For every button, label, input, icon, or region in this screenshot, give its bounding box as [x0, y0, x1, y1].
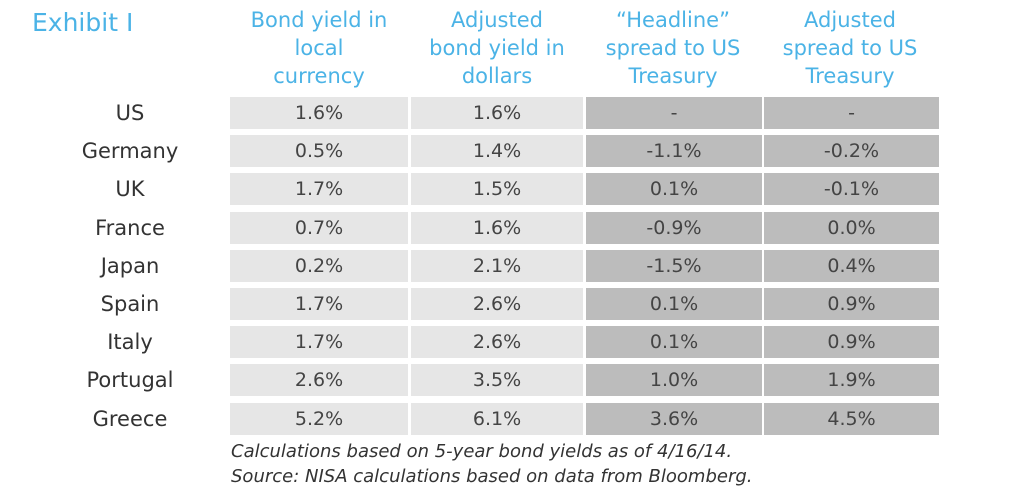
table-cell: 0.9%: [764, 326, 939, 358]
column-header-line: dollars: [461, 64, 533, 88]
table-cell: 5.2%: [230, 403, 408, 435]
table-cell: -0.2%: [764, 135, 939, 167]
table-cell: -1.5%: [586, 250, 762, 282]
table-cell: 0.1%: [586, 326, 762, 358]
column-header-local-yield: Bond yield in local currency: [230, 6, 408, 90]
column-header-line: local: [294, 36, 344, 60]
column-header-line: currency: [273, 64, 365, 88]
column-header-line: spread to US: [782, 36, 918, 60]
table-cell: 0.4%: [764, 250, 939, 282]
table-cell: -: [586, 97, 762, 129]
table-cell: -0.9%: [586, 212, 762, 244]
row-label: Portugal: [86, 368, 174, 392]
table-cell: -0.1%: [764, 173, 939, 205]
table-cell: 2.6%: [230, 364, 408, 396]
table-cell: 0.0%: [764, 212, 939, 244]
table-cell: 0.1%: [586, 173, 762, 205]
table-cell: 0.7%: [230, 212, 408, 244]
table-cell: 3.5%: [411, 364, 583, 396]
column-header-line: Bond yield in: [250, 8, 388, 32]
footnote-calculations: Calculations based on 5-year bond yields…: [231, 441, 733, 462]
row-label: Germany: [81, 139, 179, 163]
row-label: France: [95, 216, 165, 240]
table-cell: 1.6%: [230, 97, 408, 129]
table-cell: 1.9%: [764, 364, 939, 396]
column-header-line: Adjusted: [804, 8, 896, 32]
table-cell: 1.7%: [230, 288, 408, 320]
table-cell: 2.6%: [411, 288, 583, 320]
row-label: UK: [115, 177, 145, 201]
column-header-line: Adjusted: [451, 8, 543, 32]
row-label: US: [115, 101, 145, 125]
table-cell: 2.1%: [411, 250, 583, 282]
table-cell: 6.1%: [411, 403, 583, 435]
exhibit-title: Exhibit I: [32, 8, 134, 37]
table-cell: 0.2%: [230, 250, 408, 282]
table-cell: 2.6%: [411, 326, 583, 358]
table-cell: 1.6%: [411, 212, 583, 244]
table-cell: 3.6%: [586, 403, 762, 435]
table-cell: -1.1%: [586, 135, 762, 167]
row-label: Greece: [92, 407, 168, 431]
table-cell: 0.1%: [586, 288, 762, 320]
column-header-line: spread to US: [605, 36, 741, 60]
table-cell: 1.0%: [586, 364, 762, 396]
column-header-line: “Headline”: [616, 8, 730, 32]
table-cell: 4.5%: [764, 403, 939, 435]
column-header-adjusted-yield: Adjusted bond yield in dollars: [411, 6, 583, 90]
table-cell: 1.4%: [411, 135, 583, 167]
table-cell: 1.7%: [230, 326, 408, 358]
column-header-line: bond yield in: [429, 36, 565, 60]
table-cell: -: [764, 97, 939, 129]
column-header-line: Treasury: [628, 64, 718, 88]
column-header-adjusted-spread: Adjusted spread to US Treasury: [761, 6, 939, 90]
footnote-source: Source: NISA calculations based on data …: [231, 466, 753, 487]
table-cell: 0.9%: [764, 288, 939, 320]
table-cell: 1.5%: [411, 173, 583, 205]
table-cell: 1.6%: [411, 97, 583, 129]
table-cell: 0.5%: [230, 135, 408, 167]
column-header-line: Treasury: [805, 64, 895, 88]
table-cell: 1.7%: [230, 173, 408, 205]
row-label: Italy: [107, 330, 153, 354]
row-label: Japan: [100, 254, 160, 278]
row-label: Spain: [100, 292, 160, 316]
column-header-headline-spread: “Headline” spread to US Treasury: [585, 6, 761, 90]
